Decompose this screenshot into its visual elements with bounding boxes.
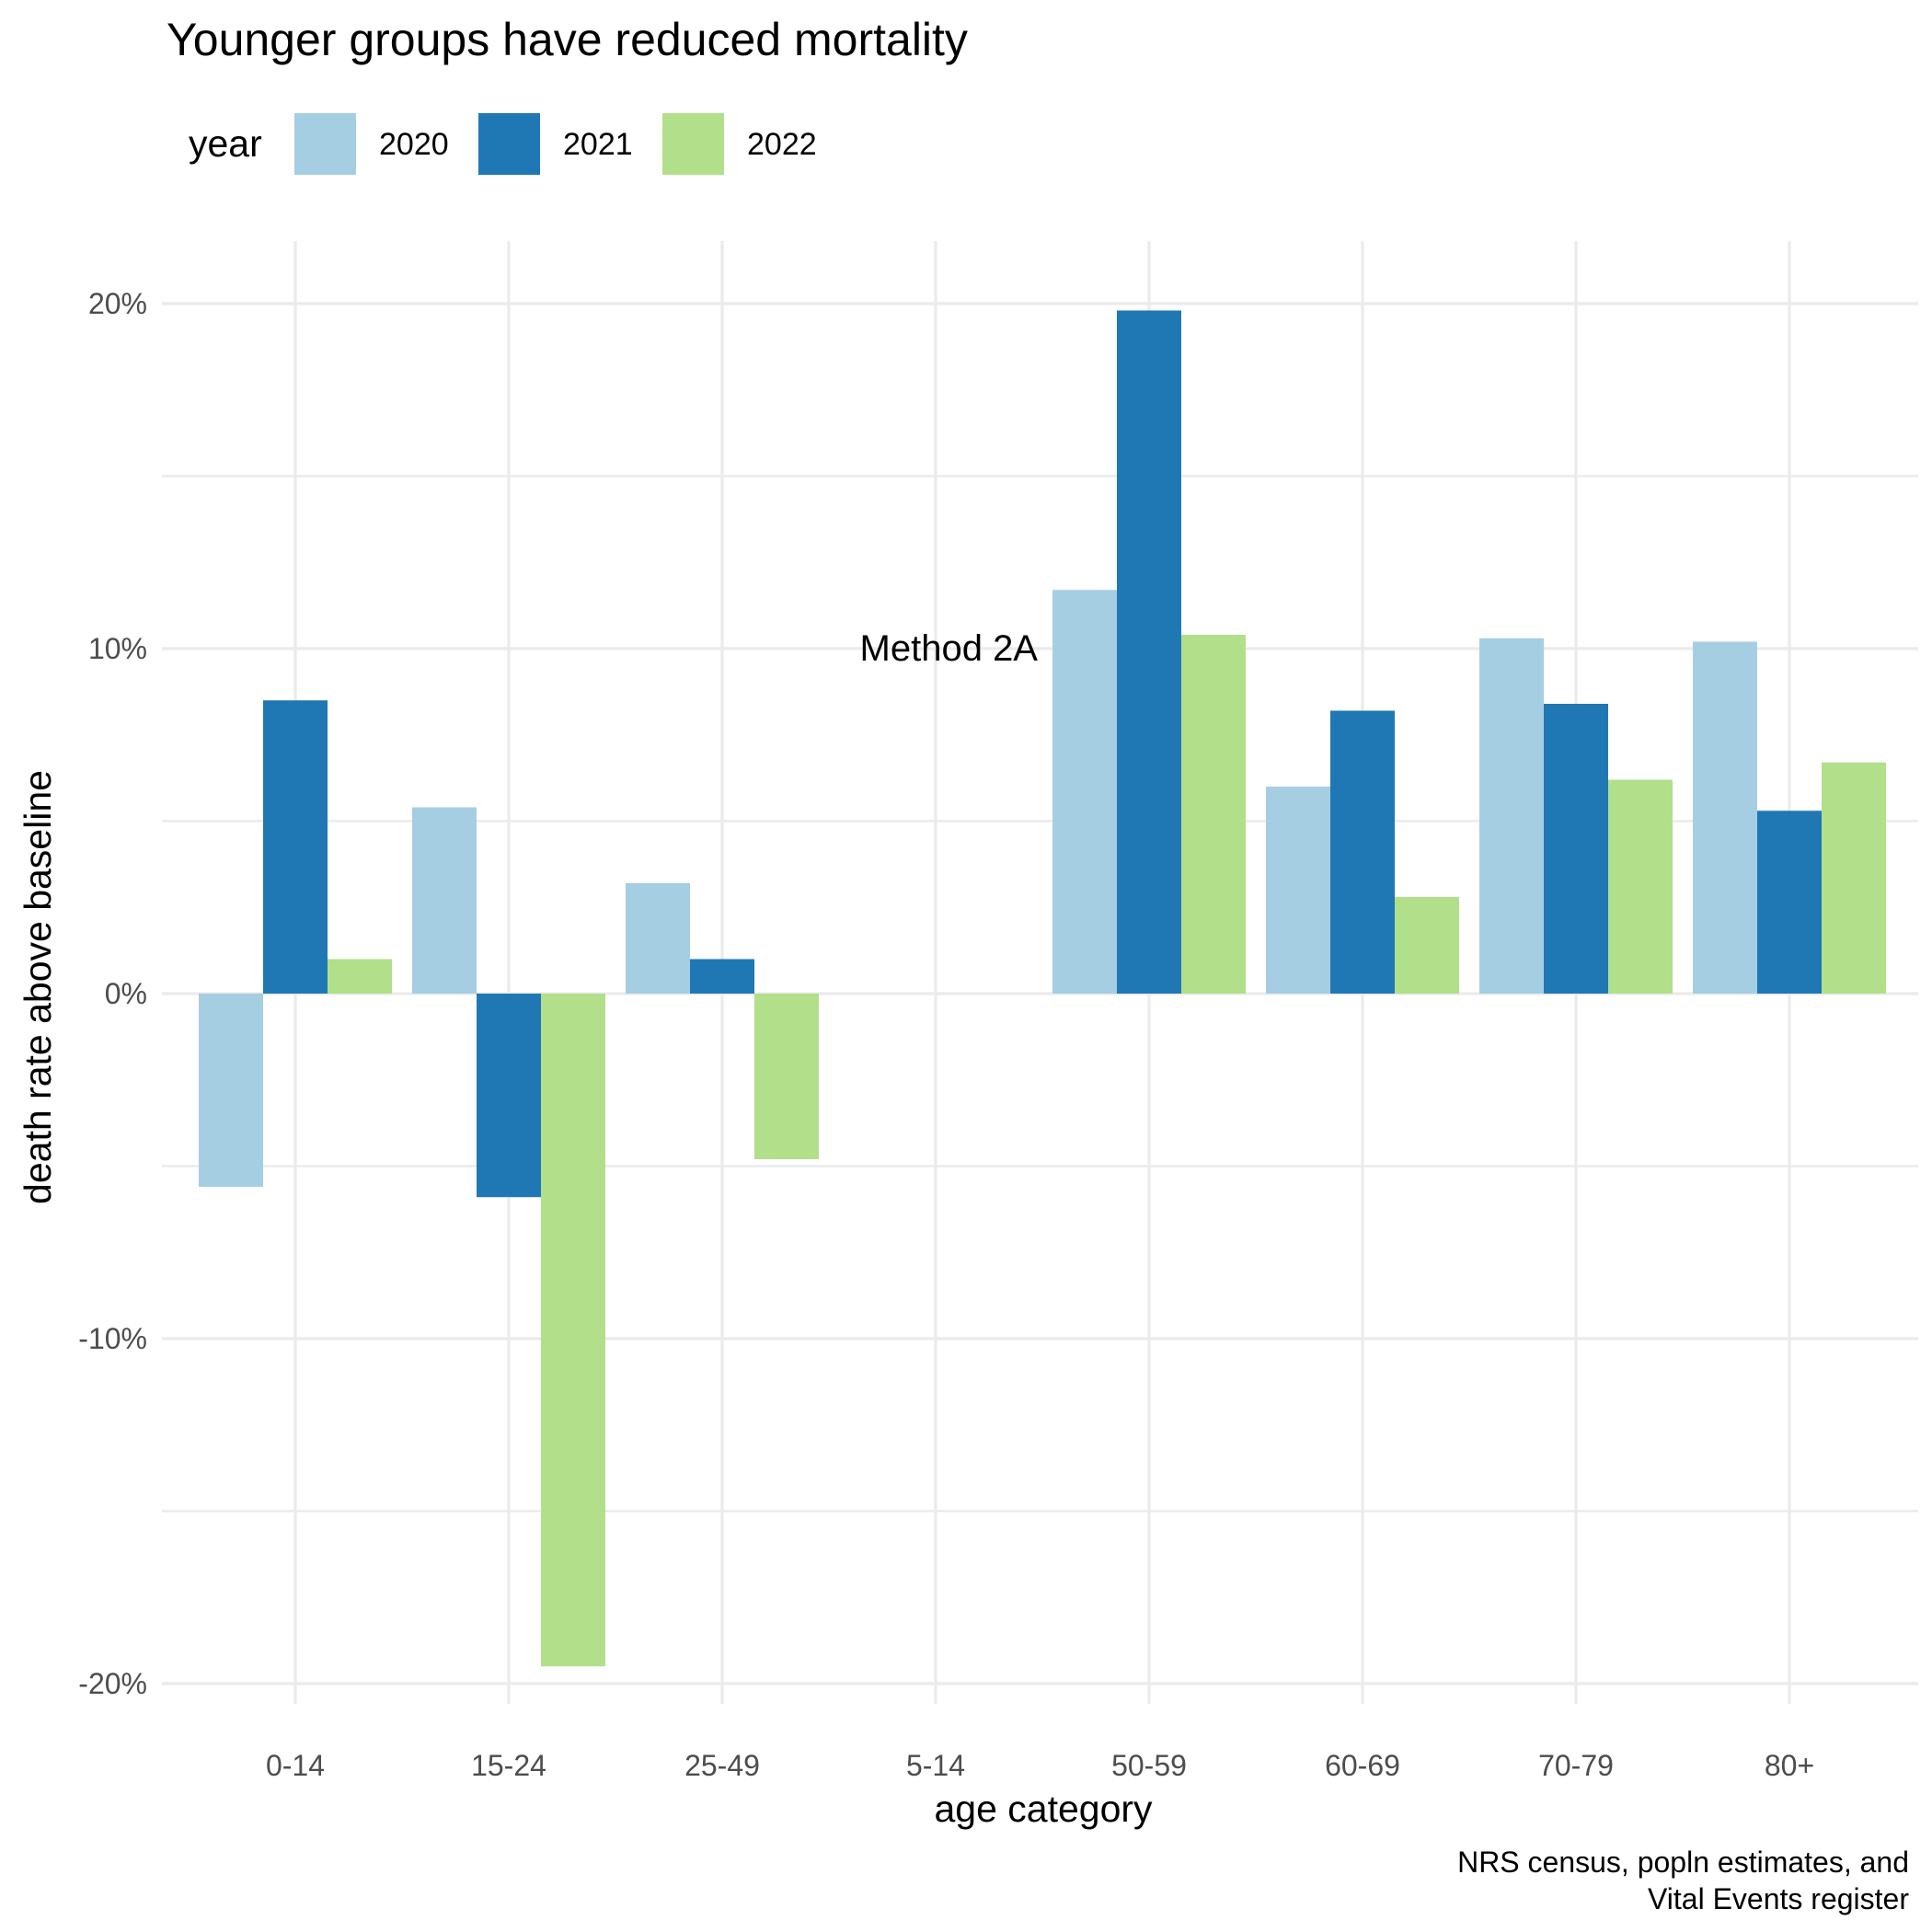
method-annotation: Method 2A [860,628,1039,669]
bar-2022-0-14 [328,959,392,994]
caption-line-1: NRS census, popln estimates, and [1457,1846,1909,1879]
x-tick-label: 5-14 [906,1749,965,1782]
x-tick-label: 15-24 [471,1749,546,1782]
y-tick-label: -20% [78,1667,147,1700]
x-tick-label: 50-59 [1111,1749,1187,1782]
bar-2021-15-24 [477,994,541,1198]
legend-title: year [189,122,262,165]
caption-line-2: Vital Events register [1648,1882,1909,1915]
x-tick-label: 60-69 [1325,1749,1400,1782]
chart-title: Younger groups have reduced mortality [167,14,968,65]
y-axis-title: death rate above baseline [17,770,59,1204]
bar-2022-15-24 [541,994,605,1667]
bar-2020-80+ [1693,641,1757,994]
bar-2021-60-69 [1330,710,1395,994]
bar-2020-70-79 [1479,638,1544,994]
x-axis-title: age category [934,1788,1153,1830]
x-axis-ticks: 0-14 15-24 25-49 5-14 50-59 60-69 70-79 80+ [266,1749,1814,1782]
legend-label-2022: 2022 [747,127,817,162]
bar-2021-70-79 [1544,704,1608,994]
x-tick-label: 70-79 [1538,1749,1614,1782]
bar-2020-50-59 [1052,590,1117,994]
bar-2022-60-69 [1395,897,1459,994]
bar-2020-25-49 [626,883,690,994]
bar-2020-60-69 [1266,787,1330,994]
legend-label-2020: 2020 [379,127,449,162]
bar-2020-0-14 [199,994,263,1187]
bar-2021-25-49 [690,959,754,994]
bar-2022-25-49 [754,994,819,1159]
y-tick-label: 10% [88,632,147,665]
y-axis-ticks: -20% -10% 0% 10% 20% [78,287,147,1700]
y-tick-label: 0% [105,977,147,1010]
legend-key-2022 [662,113,724,175]
bar-2022-70-79 [1608,779,1673,994]
y-tick-label: 20% [88,287,147,320]
bar-2021-80+ [1757,811,1822,994]
legend-label-2021: 2021 [563,127,633,162]
y-tick-label: -10% [78,1322,147,1355]
bars [199,310,1886,1667]
bar-2022-80+ [1822,762,1886,994]
legend: year 2020 2021 2022 [189,113,817,175]
legend-key-2021 [478,113,540,175]
x-tick-label: 0-14 [266,1749,325,1782]
bar-2020-15-24 [412,807,477,994]
bar-2021-50-59 [1117,310,1181,994]
bar-2021-0-14 [263,700,328,994]
x-tick-label: 25-49 [684,1749,760,1782]
plot-area: -20% -10% 0% 10% 20% 0-14 15-24 25-49 5-14 50-59… [78,241,1918,1782]
bar-2022-50-59 [1181,635,1246,994]
x-tick-label: 80+ [1765,1749,1814,1782]
legend-key-2020 [294,113,356,175]
